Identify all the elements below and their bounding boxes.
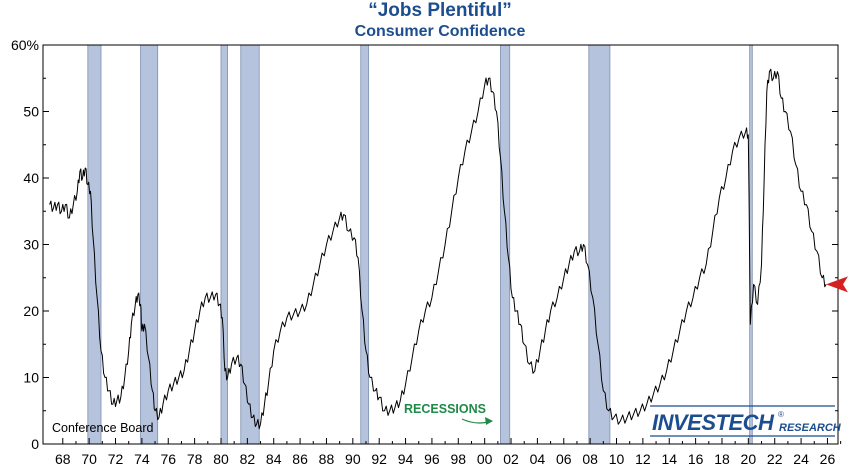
x-tick-label: 70 <box>81 451 97 467</box>
x-tick-label: 78 <box>187 451 203 467</box>
series-line <box>49 68 827 430</box>
recessions-arrow-line <box>461 418 489 424</box>
current-value-arrow <box>826 276 848 293</box>
y-tick-label: 10 <box>23 370 39 386</box>
x-tick-label: 86 <box>292 451 308 467</box>
x-tick-label: 20 <box>741 451 757 467</box>
y-tick-label: 20 <box>23 303 39 319</box>
x-tick-label: 16 <box>688 451 704 467</box>
brand-logo-main: INVESTECH <box>652 410 775 435</box>
x-tick-label: 98 <box>451 451 467 467</box>
recession-bar-1 <box>140 44 159 445</box>
x-tick-label: 06 <box>556 451 572 467</box>
x-tick-label: 02 <box>503 451 519 467</box>
x-tick-label: 94 <box>398 451 414 467</box>
x-tick-label: 18 <box>714 451 730 467</box>
x-tick-label: 68 <box>55 451 71 467</box>
y-tick-label: 50 <box>23 104 39 120</box>
y-tick-label: 60% <box>11 37 39 53</box>
recession-bar-7 <box>749 44 753 445</box>
recessions-arrow-head <box>485 417 493 425</box>
recession-bar-4 <box>360 44 370 445</box>
recession-bar-3 <box>240 44 260 445</box>
recession-bar-5 <box>500 44 511 445</box>
brand-logo-sub: RESEARCH <box>779 422 842 434</box>
recessions-label: RECESSIONS <box>404 402 486 416</box>
x-tick-label: 76 <box>160 451 176 467</box>
x-tick-label: 82 <box>240 451 256 467</box>
x-tick-label: 88 <box>319 451 335 467</box>
x-tick-label: 90 <box>345 451 361 467</box>
plot-frame <box>42 44 839 445</box>
x-tick-label: 22 <box>767 451 783 467</box>
y-tick-label: 30 <box>23 237 39 253</box>
x-tick-label: 14 <box>661 451 677 467</box>
x-tick-label: 04 <box>530 451 546 467</box>
chart-subtitle: Consumer Confidence <box>354 23 526 40</box>
x-tick-label: 00 <box>477 451 493 467</box>
x-tick-label: 96 <box>424 451 440 467</box>
x-tick-label: 24 <box>793 451 809 467</box>
source-label: Conference Board <box>52 421 154 435</box>
x-tick-label: 80 <box>213 451 229 467</box>
x-tick-label: 92 <box>371 451 387 467</box>
y-tick-label: 40 <box>23 170 39 186</box>
y-tick-label: 0 <box>31 436 39 452</box>
x-tick-label: 26 <box>820 451 836 467</box>
x-tick-label: 72 <box>108 451 124 467</box>
recession-bar-2 <box>220 44 228 445</box>
x-tick-label: 10 <box>609 451 625 467</box>
x-tick-label: 08 <box>582 451 598 467</box>
x-tick-label: 74 <box>134 451 150 467</box>
x-tick-label: 84 <box>266 451 282 467</box>
chart-title: “Jobs Plentiful” <box>368 0 512 21</box>
recession-bar-0 <box>87 44 102 445</box>
brand-logo-reg: ® <box>778 410 784 419</box>
x-tick-label: 12 <box>635 451 651 467</box>
recession-bar-6 <box>588 44 611 445</box>
